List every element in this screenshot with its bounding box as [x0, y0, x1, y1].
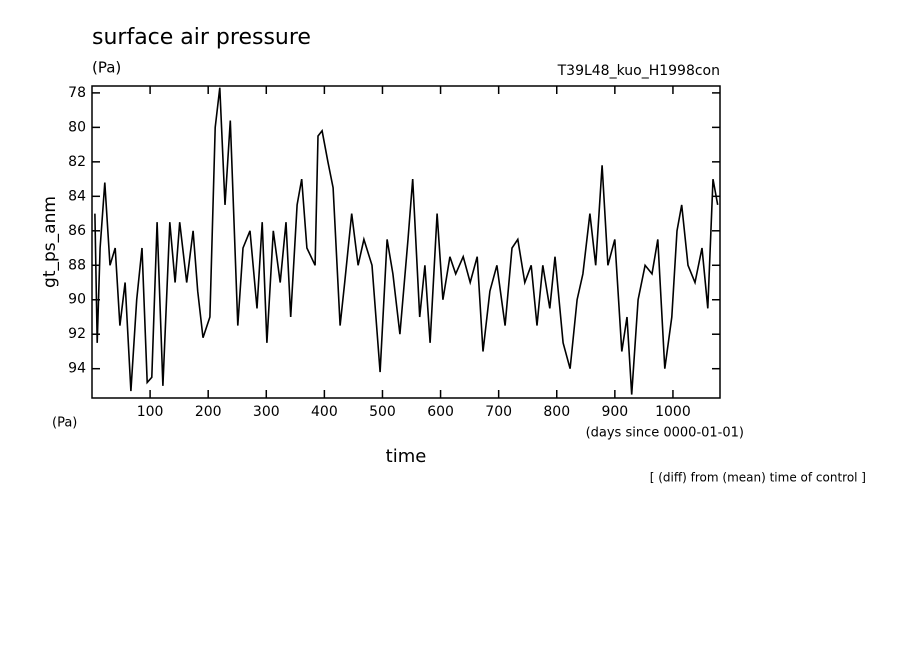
- subtitle: T39L48_kuo_H1998con: [557, 63, 720, 79]
- x-unit: (days since 0000-01-01): [586, 426, 744, 441]
- y-tick-label: 92: [68, 326, 86, 342]
- x-tick-label: 400: [311, 404, 338, 420]
- y-tick-label: 86: [68, 223, 86, 239]
- y-tick-label: 94: [68, 361, 86, 377]
- x-tick-label: 600: [427, 404, 454, 420]
- x-axis-label: time: [386, 446, 427, 467]
- y-tick-label: 78: [68, 85, 86, 101]
- y-tick-label: 84: [68, 188, 86, 204]
- x-tick-label: 100: [137, 404, 164, 420]
- annotation: [ (diff) from (mean) time of control ]: [650, 471, 866, 485]
- data-line: [94, 87, 719, 395]
- x-tick-label: 500: [369, 404, 396, 420]
- y-unit-bottom: (Pa): [52, 416, 77, 431]
- chart-title: surface air pressure: [92, 25, 311, 50]
- x-tick-label: 200: [195, 404, 222, 420]
- y-unit: (Pa): [92, 59, 121, 77]
- x-tick-label: 300: [253, 404, 280, 420]
- x-tick-label: 700: [485, 404, 512, 420]
- plot-frame: [91, 85, 721, 399]
- y-tick-label: 80: [68, 119, 86, 135]
- y-tick-label: 90: [68, 292, 86, 308]
- y-tick-label: 82: [68, 154, 86, 170]
- x-tick-label: 900: [601, 404, 628, 420]
- x-tick-label: 1000: [655, 404, 691, 420]
- x-tick-label: 800: [543, 404, 570, 420]
- y-axis-label: gt_ps_anm: [40, 196, 60, 288]
- y-tick-label: 88: [68, 257, 86, 273]
